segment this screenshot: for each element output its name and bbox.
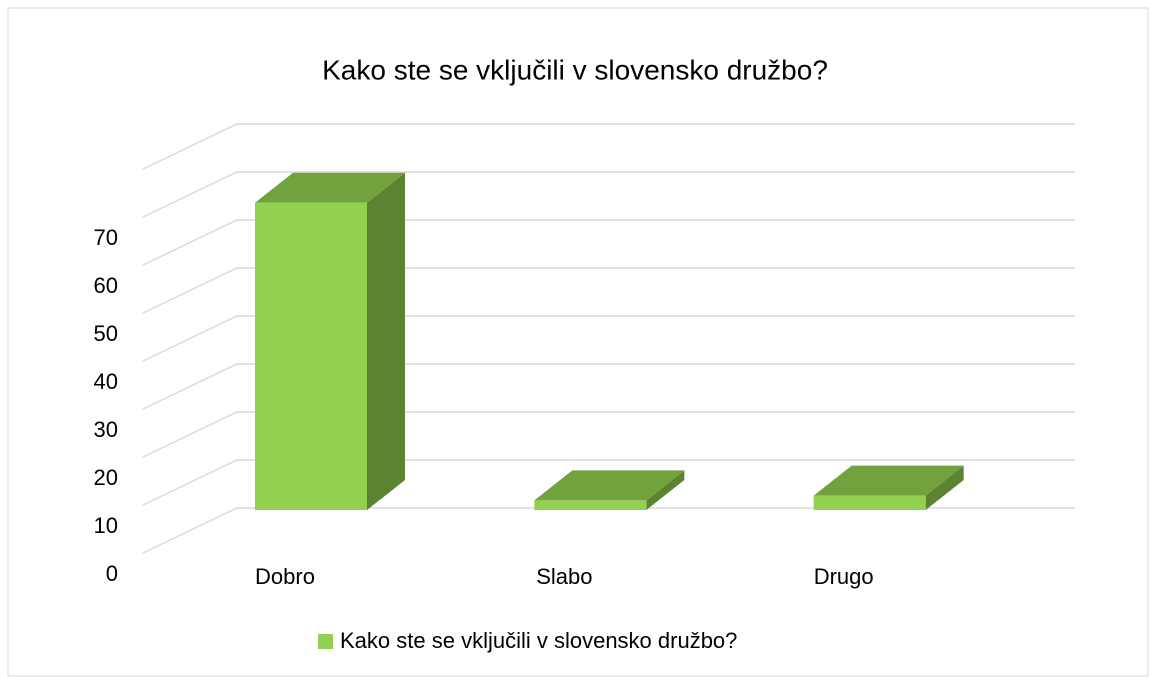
x-tick-label: Slabo [536,564,592,589]
grid-line [142,315,1075,362]
bar-side [646,470,685,510]
x-tick-label: Dobro [255,564,315,589]
grid-line [142,267,1075,314]
y-tick-label: 30 [94,417,118,442]
legend-swatch [318,634,333,649]
y-tick-label: 20 [94,465,118,490]
bar [534,470,685,510]
legend-label: Kako ste se vključili v slovensko družbo… [340,628,737,653]
bar-side [925,465,964,510]
axis-frame [142,123,1075,170]
bar [255,172,405,511]
bar-front [534,500,647,510]
chart-title: Kako ste se vključili v slovensko družbo… [322,54,828,85]
grid-line [142,171,1075,218]
bar-top [534,470,685,501]
y-tick-label: 70 [94,225,118,250]
bar-top [813,465,964,496]
bar-top [255,172,405,203]
y-tick-label: 10 [94,513,118,538]
bar-side [367,172,405,511]
y-tick-label: 50 [94,321,118,346]
grid-line [142,219,1075,266]
bar [813,465,964,510]
grid-line [142,411,1075,458]
bar-front [255,202,367,511]
grid-line [142,363,1075,410]
chart-frame [7,7,1149,677]
y-tick-label: 0 [106,561,118,586]
y-tick-label: 40 [94,369,118,394]
grid-line [142,507,1075,554]
bar-front [813,495,926,510]
x-tick-label: Drugo [814,564,874,589]
y-tick-label: 60 [94,273,118,298]
grid-line [142,459,1075,506]
